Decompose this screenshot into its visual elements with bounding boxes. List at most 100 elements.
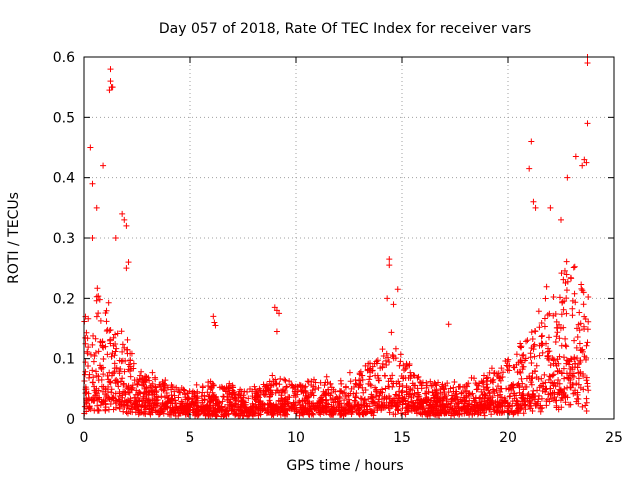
data-point [299,383,306,390]
data-point [396,380,403,387]
data-point [173,404,180,411]
data-point [415,391,422,398]
data-point [315,384,322,391]
data-point [474,386,481,393]
data-point [153,388,160,395]
data-point [292,390,299,397]
data-point [532,204,539,211]
data-point [567,379,574,386]
data-point [521,357,528,364]
data-point [538,342,545,349]
data-point [518,344,525,351]
data-point [468,374,475,381]
data-point [143,384,150,391]
data-point [94,285,101,292]
data-point [505,356,512,363]
data-point [498,365,505,372]
data-point [282,406,289,413]
data-point [581,325,588,332]
data-point [561,267,568,274]
data-point [489,397,496,404]
data-point [82,368,89,375]
data-point [481,412,488,419]
data-point [576,309,583,316]
data-point [563,295,570,302]
data-point [528,329,535,336]
data-point [575,375,582,382]
data-point [567,274,574,281]
data-point [99,338,106,345]
data-point [185,407,192,414]
data-point [375,377,382,384]
data-point [162,377,169,384]
data-point [133,398,140,405]
data-point [427,397,434,404]
data-point [488,365,495,372]
data-point [517,340,524,347]
data-point [459,397,466,404]
data-point [513,351,520,358]
data-point [572,153,579,160]
data-point [519,352,526,359]
data-point [365,360,372,367]
data-point [373,358,380,365]
data-point [252,406,259,413]
data-point [552,338,559,345]
data-point [278,401,285,408]
data-point [579,162,586,169]
data-point [198,393,205,400]
data-point [531,353,538,360]
data-point [103,307,110,314]
data-point [429,401,436,408]
data-point [128,385,135,392]
data-point [140,395,147,402]
data-point [458,390,465,397]
x-axis-label: GPS time / hours [286,458,403,474]
data-point [390,397,397,404]
data-point [393,401,400,408]
data-point [261,392,268,399]
data-point [86,404,93,411]
data-point [216,400,223,407]
data-point [509,403,516,410]
data-point [564,174,571,181]
data-point [155,411,162,418]
data-point [581,353,588,360]
data-point [120,381,127,388]
data-point [207,386,214,393]
data-point [215,407,222,414]
data-point [444,408,451,415]
data-point [277,404,284,411]
grid-lines [84,57,614,419]
data-point [388,329,395,336]
data-point [518,394,525,401]
data-point [411,390,418,397]
data-point [452,397,459,404]
data-point [532,328,539,335]
data-point [459,384,466,391]
data-point [153,400,160,407]
data-point [299,397,306,404]
data-point [136,389,143,396]
data-point [420,397,427,404]
data-point [445,321,452,328]
data-point [574,364,581,371]
data-point [158,393,165,400]
data-point [577,320,584,327]
data-point [323,373,330,380]
data-point [585,293,592,300]
data-point [397,358,404,365]
data-point [564,278,571,285]
x-tick-label: 5 [186,430,195,446]
data-point [351,397,358,404]
data-point [96,394,103,401]
data-point [530,198,537,205]
data-point [260,400,267,407]
data-point [274,387,281,394]
data-point [564,357,571,364]
data-point [418,404,425,411]
data-point [579,346,586,353]
data-point [549,355,556,362]
data-point [491,390,498,397]
data-point [535,308,542,315]
